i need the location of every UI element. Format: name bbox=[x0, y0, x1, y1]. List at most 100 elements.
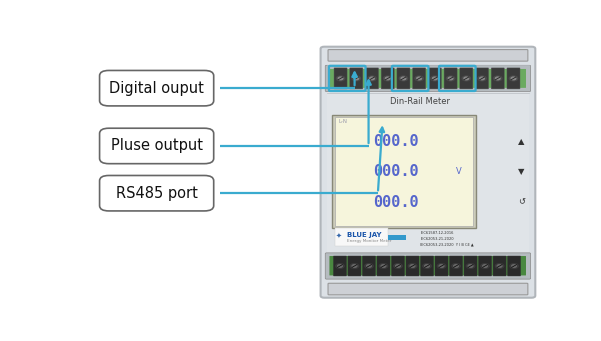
Circle shape bbox=[464, 77, 469, 80]
FancyBboxPatch shape bbox=[464, 256, 477, 276]
Circle shape bbox=[415, 76, 423, 81]
FancyBboxPatch shape bbox=[381, 68, 394, 89]
Text: IEC62053-21-2020: IEC62053-21-2020 bbox=[420, 237, 454, 241]
Circle shape bbox=[447, 76, 455, 81]
Circle shape bbox=[478, 76, 486, 81]
Circle shape bbox=[394, 264, 402, 268]
Text: ▲: ▲ bbox=[518, 136, 525, 146]
Circle shape bbox=[365, 264, 373, 268]
Circle shape bbox=[438, 264, 446, 268]
Circle shape bbox=[381, 265, 386, 267]
Text: ✦: ✦ bbox=[336, 233, 342, 238]
Circle shape bbox=[395, 265, 400, 267]
Circle shape bbox=[448, 77, 453, 80]
FancyBboxPatch shape bbox=[507, 68, 520, 89]
Circle shape bbox=[383, 76, 392, 81]
FancyBboxPatch shape bbox=[335, 228, 388, 246]
FancyBboxPatch shape bbox=[450, 256, 463, 276]
Circle shape bbox=[510, 264, 518, 268]
Circle shape bbox=[336, 264, 344, 268]
Circle shape bbox=[352, 265, 357, 267]
FancyBboxPatch shape bbox=[388, 236, 406, 240]
FancyBboxPatch shape bbox=[493, 256, 506, 276]
Text: L-N: L-N bbox=[339, 119, 348, 124]
Circle shape bbox=[337, 76, 345, 81]
FancyBboxPatch shape bbox=[475, 68, 489, 89]
Circle shape bbox=[410, 265, 415, 267]
Circle shape bbox=[495, 264, 504, 268]
Text: V: V bbox=[456, 167, 462, 176]
Circle shape bbox=[497, 265, 502, 267]
Text: BLUE JAY: BLUE JAY bbox=[347, 232, 381, 238]
Circle shape bbox=[495, 77, 500, 80]
FancyBboxPatch shape bbox=[332, 115, 476, 228]
Circle shape bbox=[385, 77, 390, 80]
FancyBboxPatch shape bbox=[335, 117, 473, 226]
FancyBboxPatch shape bbox=[327, 91, 529, 254]
FancyBboxPatch shape bbox=[406, 256, 419, 276]
FancyBboxPatch shape bbox=[100, 71, 214, 106]
Text: Pluse output: Pluse output bbox=[111, 138, 203, 153]
Circle shape bbox=[433, 77, 437, 80]
FancyBboxPatch shape bbox=[444, 68, 457, 89]
FancyBboxPatch shape bbox=[334, 256, 346, 276]
Circle shape bbox=[468, 265, 473, 267]
FancyBboxPatch shape bbox=[491, 68, 504, 89]
FancyBboxPatch shape bbox=[350, 68, 363, 89]
Circle shape bbox=[454, 265, 459, 267]
FancyBboxPatch shape bbox=[508, 256, 520, 276]
Text: RS485 port: RS485 port bbox=[116, 186, 198, 201]
FancyBboxPatch shape bbox=[478, 256, 492, 276]
Text: Energy Monitor Meter: Energy Monitor Meter bbox=[347, 239, 391, 243]
Circle shape bbox=[466, 264, 475, 268]
FancyBboxPatch shape bbox=[100, 128, 214, 164]
Circle shape bbox=[512, 265, 516, 267]
Text: Din-Rail Meter: Din-Rail Meter bbox=[389, 97, 450, 106]
Circle shape bbox=[354, 77, 359, 80]
FancyBboxPatch shape bbox=[348, 256, 361, 276]
FancyBboxPatch shape bbox=[413, 68, 426, 89]
FancyBboxPatch shape bbox=[362, 256, 376, 276]
Circle shape bbox=[368, 76, 376, 81]
Circle shape bbox=[408, 264, 416, 268]
Circle shape bbox=[439, 265, 444, 267]
Circle shape bbox=[509, 76, 517, 81]
FancyBboxPatch shape bbox=[329, 69, 526, 88]
FancyBboxPatch shape bbox=[397, 68, 410, 89]
Text: 000.0: 000.0 bbox=[373, 195, 418, 210]
FancyBboxPatch shape bbox=[325, 253, 531, 279]
FancyBboxPatch shape bbox=[435, 256, 448, 276]
Circle shape bbox=[493, 76, 502, 81]
Text: IEC62053-23-2020  Y I B CE ▲: IEC62053-23-2020 Y I B CE ▲ bbox=[420, 242, 474, 247]
Circle shape bbox=[462, 76, 471, 81]
Circle shape bbox=[483, 265, 487, 267]
Circle shape bbox=[425, 265, 429, 267]
Circle shape bbox=[452, 264, 460, 268]
Text: ▼: ▼ bbox=[518, 167, 525, 176]
Text: IEC61587-12-2016: IEC61587-12-2016 bbox=[420, 231, 454, 235]
Circle shape bbox=[379, 264, 388, 268]
FancyBboxPatch shape bbox=[329, 256, 526, 276]
Circle shape bbox=[338, 77, 343, 80]
Circle shape bbox=[480, 77, 484, 80]
FancyBboxPatch shape bbox=[328, 49, 528, 61]
FancyBboxPatch shape bbox=[421, 256, 433, 276]
FancyBboxPatch shape bbox=[429, 68, 441, 89]
Text: Digital ouput: Digital ouput bbox=[109, 81, 204, 96]
Circle shape bbox=[423, 264, 431, 268]
Circle shape bbox=[417, 77, 421, 80]
Circle shape bbox=[350, 264, 359, 268]
Circle shape bbox=[511, 77, 516, 80]
Circle shape bbox=[399, 76, 407, 81]
Circle shape bbox=[370, 77, 374, 80]
Circle shape bbox=[352, 76, 361, 81]
FancyBboxPatch shape bbox=[377, 256, 390, 276]
Text: 000.0: 000.0 bbox=[373, 164, 418, 179]
FancyBboxPatch shape bbox=[365, 68, 379, 89]
FancyBboxPatch shape bbox=[334, 68, 347, 89]
Circle shape bbox=[431, 76, 439, 81]
Text: ↺: ↺ bbox=[518, 197, 525, 207]
Circle shape bbox=[481, 264, 489, 268]
FancyBboxPatch shape bbox=[460, 68, 473, 89]
Circle shape bbox=[367, 265, 371, 267]
